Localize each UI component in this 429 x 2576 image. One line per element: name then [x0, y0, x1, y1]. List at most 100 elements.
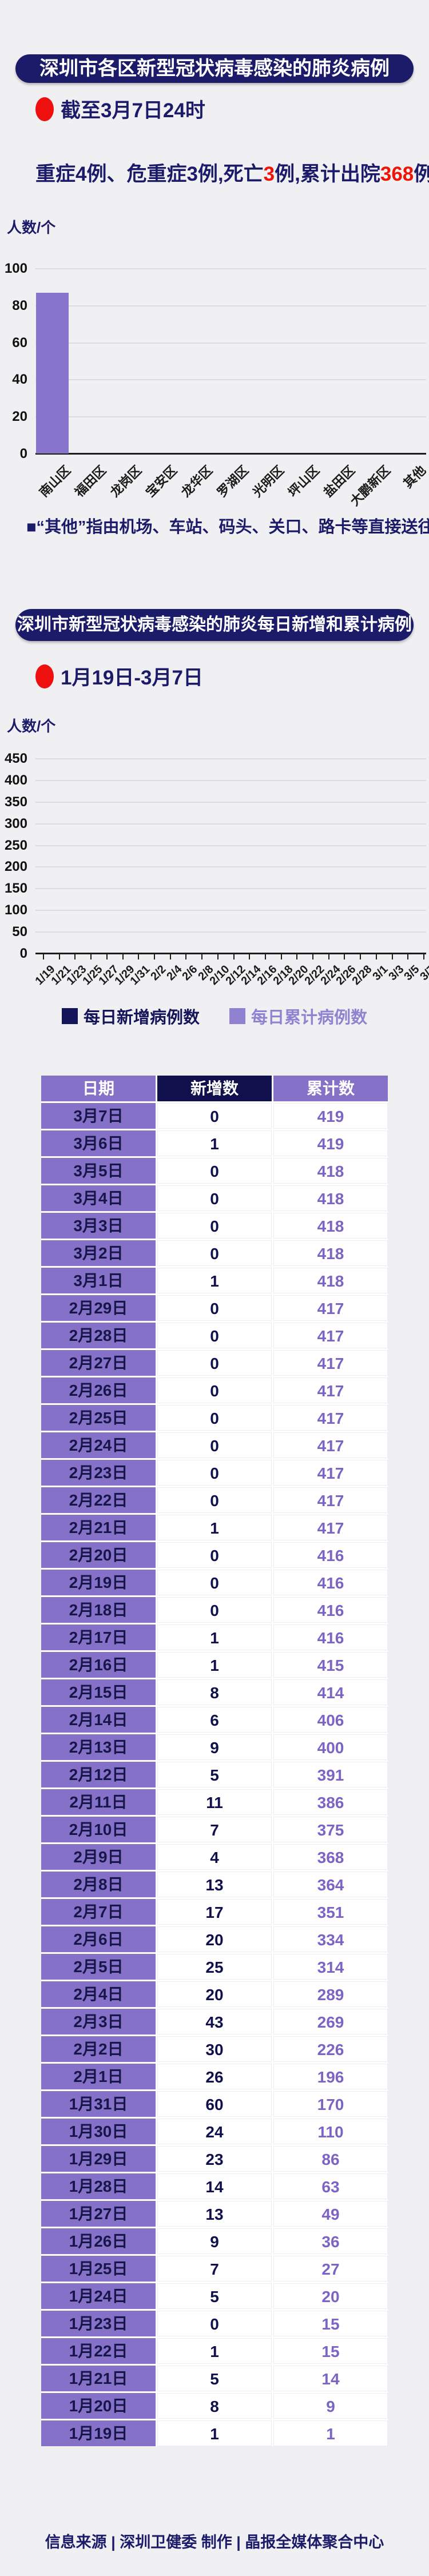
- new-count-cell: 5: [157, 2366, 272, 2391]
- chart1-y-tick-label: 0: [19, 446, 27, 461]
- new-count-cell: 23: [157, 2146, 272, 2172]
- cumulative-count-cell: 419: [273, 1103, 388, 1129]
- new-count-cell: 13: [157, 1872, 272, 1897]
- new-count-cell: 25: [157, 1954, 272, 1980]
- date-cell: 3月7日: [41, 1103, 156, 1129]
- cumulative-count-cell: 406: [273, 1707, 388, 1733]
- new-count-cell: 0: [157, 1185, 272, 1211]
- new-count-cell: 8: [157, 1679, 272, 1705]
- chart2-axis-tick: [375, 954, 377, 959]
- cumulative-count-cell: 63: [273, 2173, 388, 2199]
- cumulative-count-cell: 86: [273, 2146, 388, 2172]
- date-cell: 1月24日: [41, 2283, 156, 2309]
- date-cell: 1月30日: [41, 2119, 156, 2144]
- cumulative-count-cell: 15: [273, 2311, 388, 2336]
- chart2-axis-tick: [58, 954, 60, 959]
- cumulative-count-cell: 417: [273, 1515, 388, 1540]
- new-count-cell: 1: [157, 2420, 272, 2446]
- bar-nanshan: [36, 293, 69, 453]
- section1-title: 深圳市各区新型冠状病毒感染的肺炎病例: [39, 58, 390, 79]
- new-count-cell: 6: [157, 1707, 272, 1733]
- date-cell: 2月16日: [41, 1652, 156, 1678]
- new-count-cell: 0: [157, 1487, 272, 1513]
- chart2-axis-tick: [360, 954, 362, 959]
- chart2-axis-tick: [407, 954, 409, 959]
- red-dot-icon: [35, 664, 54, 688]
- new-count-cell: 0: [157, 2311, 272, 2336]
- legend-label: 每日累计病例数: [251, 1009, 368, 1027]
- cumulative-count-cell: 418: [273, 1240, 388, 1266]
- cumulative-count-cell: 110: [273, 2119, 388, 2144]
- footer-credits: 信息来源 | 深圳卫健委 制作 | 晶报全媒体聚合中心: [45, 2534, 384, 2551]
- section2-date-range: 1月19日-3月7日: [61, 667, 203, 689]
- date-cell: 1月20日: [41, 2393, 156, 2419]
- cumulative-count-cell: 417: [273, 1405, 388, 1431]
- date-cell: 2月1日: [41, 2064, 156, 2089]
- date-cell: 2月25日: [41, 1405, 156, 1431]
- chart2-axis-tick: [344, 954, 345, 959]
- chart1-y-tick-label: 40: [12, 372, 27, 388]
- chart2-y-tick-label: 200: [4, 859, 27, 875]
- chart2-gridline: [35, 845, 426, 846]
- cumulative-count-cell: 418: [273, 1213, 388, 1239]
- section2-dateline: 1月19日-3月7日: [35, 662, 203, 691]
- new-count-cell: 5: [157, 1762, 272, 1787]
- chart2-axis-tick: [249, 954, 251, 959]
- date-cell: 2月13日: [41, 1734, 156, 1760]
- chart2-y-tick-label: 300: [4, 815, 27, 831]
- date-cell: 2月23日: [41, 1460, 156, 1486]
- date-cell: 2月21日: [41, 1515, 156, 1540]
- new-count-cell: 7: [157, 2256, 272, 2282]
- date-cell: 2月20日: [41, 1542, 156, 1568]
- new-count-cell: 8: [157, 2393, 272, 2419]
- new-count-cell: 0: [157, 1213, 272, 1239]
- date-cell: 1月26日: [41, 2228, 156, 2254]
- chart2-axis-tick: [43, 954, 44, 959]
- cumulative-count-cell: 391: [273, 1762, 388, 1787]
- date-cell: 2月28日: [41, 1323, 156, 1348]
- note-text: “其他”指由机场、车站、码头、关口、路卡等直接送往定点医院的: [36, 518, 429, 536]
- new-count-cell: 0: [157, 1597, 272, 1623]
- cumulative-count-cell: 417: [273, 1323, 388, 1348]
- date-cell: 3月6日: [41, 1130, 156, 1156]
- death-count: 3: [263, 163, 275, 185]
- chart2-axis-tick: [122, 954, 124, 959]
- chart1-y-tick-label: 80: [12, 297, 27, 313]
- new-count-cell: 43: [157, 2009, 272, 2034]
- cumulative-count-cell: 14: [273, 2366, 388, 2391]
- new-count-cell: 0: [157, 1570, 272, 1595]
- cumulative-count-cell: 170: [273, 2091, 388, 2117]
- date-cell: 2月8日: [41, 1872, 156, 1897]
- date-cell: 2月24日: [41, 1432, 156, 1458]
- chart1-x-axis: [35, 453, 426, 455]
- legend-item: 每日累计病例数: [229, 1004, 367, 1028]
- date-cell: 3月1日: [41, 1268, 156, 1293]
- new-count-cell: 0: [157, 1323, 272, 1348]
- new-count-cell: 0: [157, 1460, 272, 1486]
- chart2-gridline: [35, 758, 426, 759]
- chart1-y-tick-label: 20: [12, 409, 27, 425]
- date-cell: 3月3日: [41, 1213, 156, 1239]
- red-dot-icon: [35, 97, 54, 121]
- new-count-cell: 0: [157, 1350, 272, 1376]
- cumulative-count-cell: 386: [273, 1789, 388, 1815]
- chart2-axis-tick: [185, 954, 187, 959]
- chart1-y-tick-label: 100: [4, 261, 27, 276]
- chart2-y-tick-label: 0: [19, 946, 27, 961]
- chart2-axis-tick: [264, 954, 266, 959]
- chart2-axis-tick: [138, 954, 140, 959]
- chart2-gridline: [35, 888, 426, 890]
- section2-title-pill: 深圳市新型冠状病毒感染的肺炎每日新增和累计病例: [15, 609, 414, 641]
- date-cell: 2月9日: [41, 1844, 156, 1870]
- cumulative-count-cell: 49: [273, 2201, 388, 2227]
- cumulative-count-cell: 416: [273, 1570, 388, 1595]
- cumulative-count-cell: 417: [273, 1295, 388, 1321]
- new-count-cell: 26: [157, 2064, 272, 2089]
- chart2-y-tick-label: 450: [4, 751, 27, 766]
- cumulative-count-cell: 314: [273, 1954, 388, 1980]
- cumulative-count-cell: 9: [273, 2393, 388, 2419]
- date-cell: 1月23日: [41, 2311, 156, 2336]
- chart2-axis-tick: [153, 954, 155, 959]
- new-count-cell: 0: [157, 1295, 272, 1321]
- date-cell: 1月21日: [41, 2366, 156, 2391]
